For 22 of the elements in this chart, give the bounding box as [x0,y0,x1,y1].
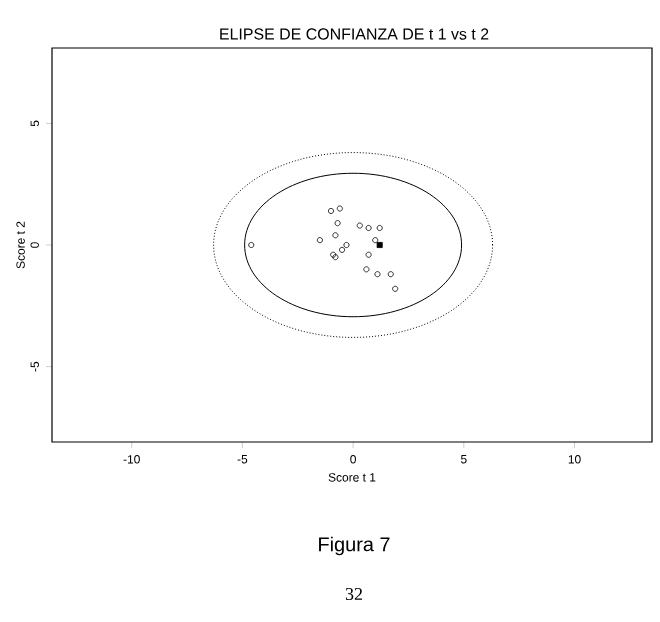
point [316,237,323,244]
point [330,251,337,258]
point [336,205,343,212]
text: Figura 7 [319,536,390,556]
point [332,232,339,239]
point [248,242,255,248]
point [332,254,339,261]
point [339,246,346,253]
text: 32 [345,587,362,601]
point [376,224,383,231]
point [365,224,372,231]
point [343,242,350,248]
point [334,220,341,227]
point [374,271,381,278]
point [365,251,372,258]
point [387,271,394,278]
point [392,285,399,292]
point [372,237,379,244]
point [327,207,334,214]
point [363,266,370,273]
point [356,222,363,229]
point [376,242,383,248]
